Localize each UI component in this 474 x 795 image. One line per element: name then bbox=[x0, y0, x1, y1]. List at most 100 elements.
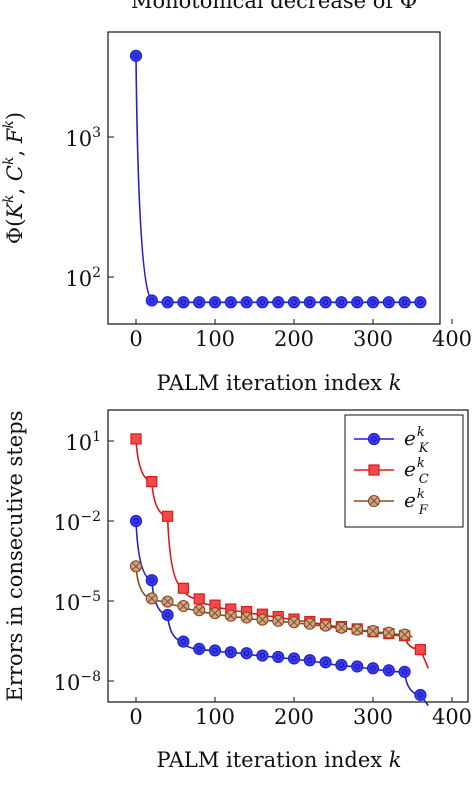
data-point bbox=[382, 296, 395, 309]
chart-errors-x-tick-label: 200 bbox=[274, 705, 314, 729]
data-point bbox=[177, 582, 189, 594]
chart-errors-x-axis-label: PALM iteration index k bbox=[157, 748, 402, 772]
data-point bbox=[272, 614, 285, 627]
data-point bbox=[398, 296, 411, 309]
data-point bbox=[319, 619, 332, 632]
data-point bbox=[366, 662, 380, 675]
data-point bbox=[177, 599, 190, 613]
chart-phi-x-tick-label: 200 bbox=[274, 327, 314, 351]
chart-errors-x-tick-label: 300 bbox=[353, 705, 393, 729]
data-point bbox=[145, 294, 158, 307]
data-point bbox=[351, 660, 364, 673]
chart-phi-plot-frame bbox=[107, 31, 441, 325]
data-point bbox=[366, 296, 380, 309]
data-point bbox=[335, 658, 348, 672]
data-point bbox=[382, 664, 395, 677]
data-point bbox=[129, 560, 143, 573]
chart-phi-x-tick-label: 100 bbox=[195, 327, 235, 351]
data-point bbox=[414, 296, 427, 309]
data-point bbox=[319, 656, 332, 669]
chart-phi-y-axis-label: Φ(Kk, Ck, Fk) bbox=[1, 112, 27, 244]
data-point bbox=[335, 296, 348, 309]
data-point bbox=[161, 296, 174, 309]
chart-errors-x-ticks: 0 100 200 300 400 bbox=[129, 697, 472, 729]
chart-phi-y-tick-label: 103 bbox=[65, 125, 101, 151]
chart-phi-series-layer bbox=[129, 49, 427, 309]
chart-phi-x-tick-label: 0 bbox=[129, 327, 142, 351]
chart-phi-title: Monotonical decrease of Φ bbox=[131, 0, 417, 13]
data-point bbox=[208, 607, 222, 620]
legend-marker bbox=[367, 432, 381, 446]
data-point bbox=[161, 608, 174, 622]
data-point bbox=[129, 514, 143, 528]
data-point bbox=[130, 433, 142, 445]
data-point bbox=[351, 296, 364, 309]
chart-errors-x-tick-label: 100 bbox=[195, 705, 235, 729]
chart-errors-x-tick-label: 400 bbox=[432, 705, 472, 729]
data-point bbox=[193, 296, 206, 309]
chart-errors-y-ticks: 101 10−2 10−5 10−8 bbox=[54, 429, 114, 695]
chart-phi-y-ticks: 103 102 bbox=[65, 125, 114, 291]
data-point bbox=[287, 296, 301, 309]
data-point bbox=[162, 510, 174, 522]
data-point bbox=[414, 688, 427, 702]
data-point bbox=[319, 296, 332, 309]
data-point bbox=[224, 646, 237, 659]
legend-entry: ek F bbox=[354, 487, 429, 518]
chart-phi-x-axis-label: PALM iteration index k bbox=[157, 371, 402, 395]
data-point bbox=[145, 574, 158, 587]
chart-phi-y-tick-label: 102 bbox=[65, 265, 101, 291]
data-point bbox=[256, 649, 269, 662]
chart-phi-x-ticks: 0 100 200 300 400 bbox=[129, 319, 472, 351]
data-point bbox=[224, 296, 237, 309]
legend-marker bbox=[368, 464, 380, 476]
chart-errors-y-tick-label: 10−8 bbox=[54, 669, 101, 695]
legend-label: ek F bbox=[404, 487, 429, 518]
chart-errors-series-layer bbox=[129, 433, 430, 707]
data-point bbox=[193, 604, 206, 617]
legend-label: ek C bbox=[404, 456, 429, 487]
data-point bbox=[303, 296, 316, 309]
data-point bbox=[366, 624, 380, 638]
legend-entry: ek K bbox=[354, 425, 430, 456]
data-point bbox=[382, 626, 395, 639]
chart-errors-y-tick-label: 10−2 bbox=[54, 509, 101, 535]
chart-phi-x-tick-label: 300 bbox=[353, 327, 393, 351]
data-point bbox=[208, 644, 222, 657]
data-point bbox=[287, 616, 301, 629]
series-line bbox=[135, 55, 421, 304]
chart-errors-legend: ek Kek Cek F bbox=[344, 414, 464, 528]
data-point bbox=[303, 654, 316, 667]
data-point bbox=[287, 652, 301, 665]
data-point bbox=[224, 609, 237, 622]
legend-label: ek K bbox=[404, 425, 430, 456]
data-point bbox=[145, 592, 158, 605]
chart-errors-y-tick-label: 101 bbox=[65, 429, 101, 455]
chart-errors-y-axis-label: Errors in consecutive steps bbox=[3, 411, 27, 702]
data-point bbox=[177, 635, 190, 648]
data-point bbox=[129, 49, 143, 62]
legend-entry: ek C bbox=[354, 456, 429, 487]
data-point bbox=[193, 642, 206, 655]
chart-errors-y-tick-label: 10−5 bbox=[54, 589, 101, 615]
data-point bbox=[335, 621, 348, 634]
data-point bbox=[193, 593, 205, 605]
legend-items: ek Kek Cek F bbox=[354, 425, 430, 518]
data-point bbox=[240, 296, 253, 309]
data-point bbox=[351, 623, 364, 636]
data-point bbox=[398, 665, 411, 678]
data-point bbox=[272, 650, 285, 664]
chart-phi: Monotonical decrease of Φ 0 100 200 300 … bbox=[1, 0, 472, 395]
chart-errors-x-tick-label: 0 bbox=[129, 705, 142, 729]
data-point bbox=[398, 628, 411, 641]
data-point bbox=[240, 611, 253, 624]
data-point bbox=[161, 595, 174, 608]
chart-phi-x-tick-label: 400 bbox=[432, 327, 472, 351]
data-point bbox=[414, 644, 426, 656]
legend-box bbox=[344, 414, 464, 528]
data-point bbox=[272, 296, 285, 309]
data-point bbox=[177, 296, 190, 309]
data-point bbox=[240, 647, 253, 660]
data-point bbox=[303, 617, 316, 630]
